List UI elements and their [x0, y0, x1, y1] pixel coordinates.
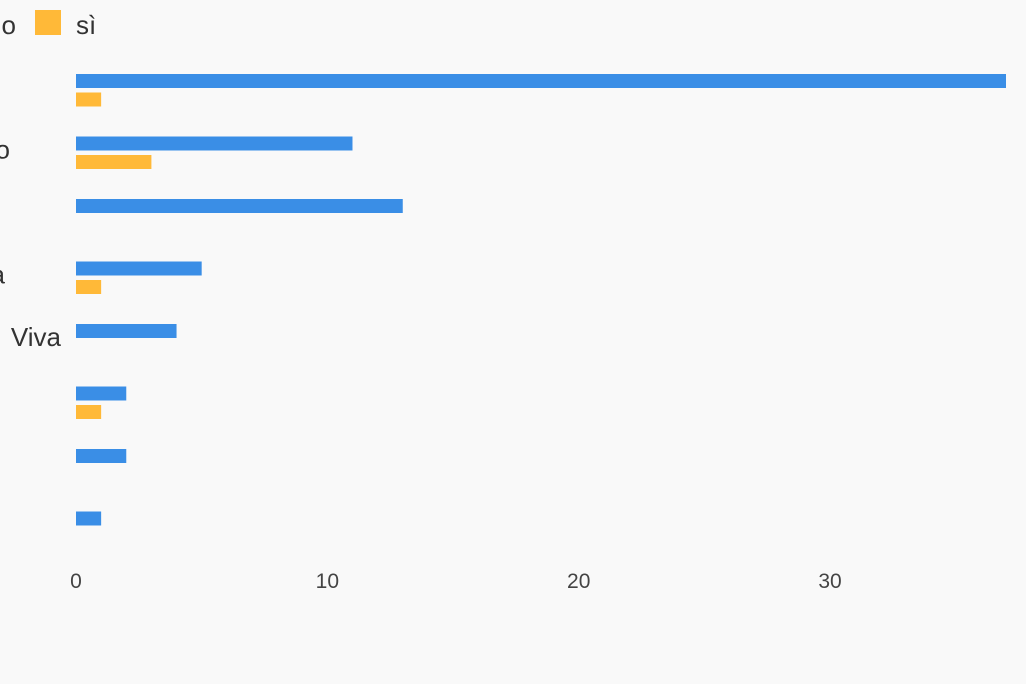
x-tick-label: 0 [70, 570, 82, 593]
x-tick-label: 10 [316, 570, 339, 593]
bar-series-2-cat-2 [76, 155, 152, 169]
bar-series-1-cat-1 [76, 74, 1006, 88]
bar-series-2-cat-1 [76, 92, 102, 107]
bar-series-1-cat-5 [76, 324, 177, 338]
bar-series-1-cat-7 [76, 449, 127, 463]
legend: o sì [2, 10, 96, 40]
bar-series-1-cat-8 [76, 511, 102, 526]
bar-series-1-cat-4 [76, 261, 202, 276]
category-label: o [0, 135, 10, 165]
bars [76, 74, 1006, 526]
category-labels: o a Viva [0, 135, 62, 353]
bar-series-1-cat-6 [76, 386, 127, 401]
bar-series-1-cat-2 [76, 136, 353, 151]
bar-series-1-cat-3 [76, 199, 403, 213]
category-label: a [0, 260, 6, 290]
legend-label-series-1: o [2, 10, 16, 40]
category-label: Viva [11, 322, 62, 352]
legend-label-series-2: sì [76, 10, 96, 40]
legend-swatch-series-2 [35, 10, 61, 35]
bar-series-2-cat-6 [76, 405, 102, 419]
x-tick-label: 30 [818, 570, 841, 593]
x-tick-label: 20 [567, 570, 590, 593]
bar-series-2-cat-4 [76, 280, 102, 294]
x-axis: 0 10 20 30 [70, 570, 842, 593]
